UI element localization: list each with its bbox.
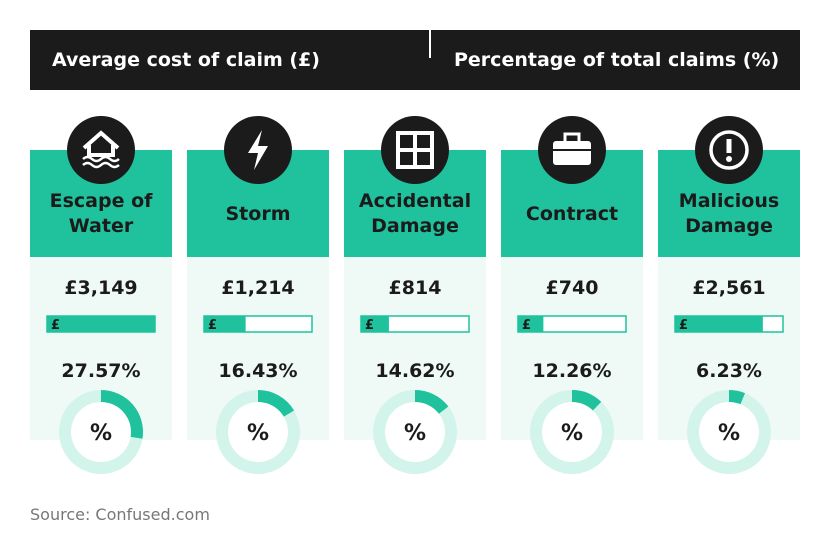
separator (429, 30, 431, 58)
cost-label: £1,214 (221, 277, 295, 299)
category-label: Escape of Water (49, 190, 153, 237)
share-label: 12.26% (532, 360, 612, 382)
cost-bar (47, 316, 155, 332)
donut-symbol: % (404, 421, 426, 446)
category-label: Malicious Damage (678, 190, 780, 237)
icon (695, 116, 763, 184)
donut-hole (542, 402, 602, 462)
header: Average cost of claim (£) Percentage of … (30, 30, 800, 90)
share-label: 6.23% (696, 360, 762, 382)
cost-bar (204, 316, 246, 332)
source: Source: Confused.com (30, 505, 210, 524)
header-left: Average cost of claim (£) (52, 49, 320, 71)
icon (538, 116, 606, 184)
donut-symbol: % (718, 421, 740, 446)
donut-hole (71, 402, 131, 462)
category-label: Storm (225, 202, 291, 225)
donut-hole (699, 402, 759, 462)
column-graphics: £% (674, 116, 784, 474)
cost-label: £3,149 (64, 277, 138, 299)
icon (67, 116, 135, 184)
share-label: 16.43% (218, 360, 298, 382)
icon (381, 116, 449, 184)
cost-symbol: £ (51, 318, 60, 333)
category-label: Contract (525, 202, 619, 225)
cost-symbol: £ (679, 318, 688, 333)
category-label: Accidental Damage (358, 190, 472, 237)
share-label: 27.57% (61, 360, 141, 382)
header-right: Percentage of total claims (%) (454, 49, 780, 71)
column-graphics: £% (360, 116, 470, 474)
cost-label: £740 (545, 277, 599, 299)
column-graphics: £% (203, 116, 313, 474)
cost-label: £814 (388, 277, 442, 299)
donut-symbol: % (561, 421, 583, 446)
cost-symbol: £ (365, 318, 374, 333)
cost-symbol: £ (208, 318, 217, 333)
cost-bar (675, 316, 763, 332)
cost-bar (361, 316, 389, 332)
donut-symbol: % (247, 421, 269, 446)
donut-hole (228, 402, 288, 462)
cost-bar (518, 316, 544, 332)
icon (224, 116, 292, 184)
share-label: 14.62% (375, 360, 455, 382)
icon-circle (67, 116, 135, 184)
donut-hole (385, 402, 445, 462)
cost-symbol: £ (522, 318, 531, 333)
cost-label: £2,561 (692, 277, 766, 299)
donut-symbol: % (90, 421, 112, 446)
column-graphics: £% (517, 116, 627, 474)
column-graphics: £% (46, 116, 156, 474)
